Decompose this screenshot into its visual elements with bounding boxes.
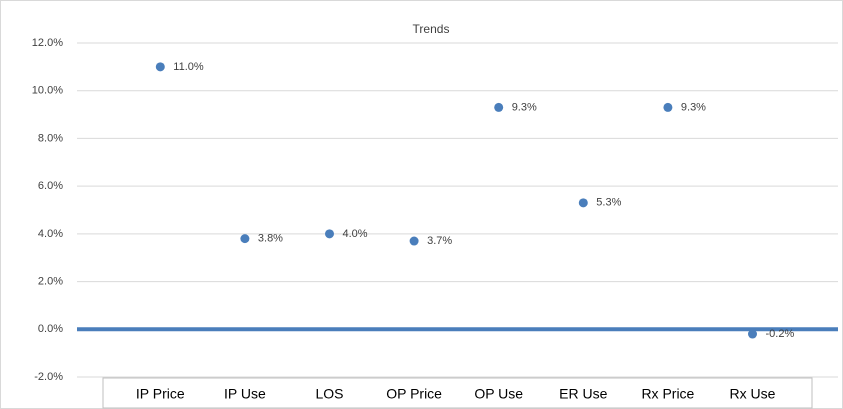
x-tick-label: Rx Price xyxy=(641,386,694,402)
dot xyxy=(240,234,250,244)
data-label: 3.8% xyxy=(258,233,283,245)
x-tick-label: OP Use xyxy=(474,386,523,402)
y-tick-label: 0.0% xyxy=(38,323,63,335)
y-tick-label: 8.0% xyxy=(38,132,63,144)
y-tick-label: -2.0% xyxy=(34,371,63,383)
dot xyxy=(325,229,334,239)
y-tick-label: 6.0% xyxy=(38,180,63,192)
dot xyxy=(663,102,673,112)
y-tick-label: 2.0% xyxy=(38,275,63,287)
dot xyxy=(155,62,165,72)
data-label: -0.2% xyxy=(766,328,795,340)
dot xyxy=(494,102,504,112)
x-tick-label: OP Price xyxy=(386,386,442,402)
x-tick-label: IP Use xyxy=(224,386,266,402)
category-box xyxy=(102,377,813,409)
dot xyxy=(748,329,757,339)
x-tick-label: ER Use xyxy=(559,386,607,402)
data-label: 4.0% xyxy=(343,228,368,240)
y-tick-label: 4.0% xyxy=(38,228,63,240)
data-label: 11.0% xyxy=(173,61,204,73)
dot xyxy=(409,236,419,246)
y-tick-label: 10.0% xyxy=(32,85,63,97)
data-label: 9.3% xyxy=(681,101,706,113)
data-label: 9.3% xyxy=(512,101,537,113)
data-label: 3.7% xyxy=(427,235,452,247)
x-tick-label: Rx Use xyxy=(730,386,776,402)
x-tick-label: LOS xyxy=(315,386,343,402)
data-label: 5.3% xyxy=(596,197,621,209)
y-tick-label: 12.0% xyxy=(32,37,63,49)
chart-title: Trends xyxy=(413,22,450,36)
dot xyxy=(578,198,588,208)
x-tick-label: IP Price xyxy=(136,386,185,402)
